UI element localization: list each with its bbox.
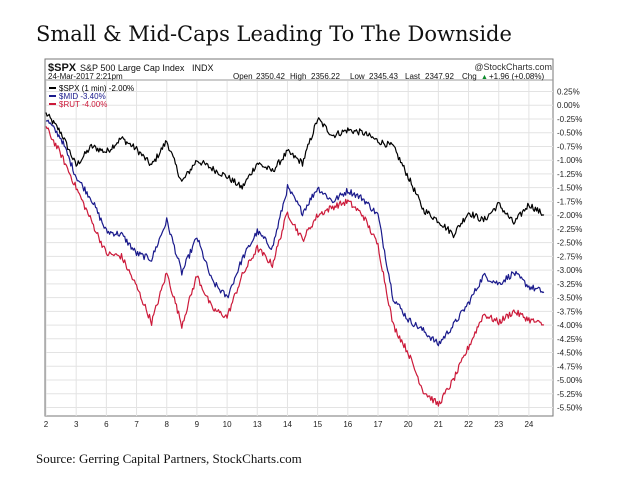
legend-label-rut: $RUT -4.00% [59, 100, 107, 109]
y-tick-label: -4.25% [557, 335, 582, 344]
x-axis-ticks: 2 3 6 7 8 9 10 13 14 15 16 17 20 21 22 23 24 [44, 420, 534, 429]
y-tick-label: -0.25% [557, 115, 582, 124]
chg-up-arrow-icon: ▲ [481, 74, 488, 81]
x-tick-label: 23 [494, 420, 503, 429]
x-tick-label: 3 [74, 420, 79, 429]
x-tick-label: 22 [464, 420, 473, 429]
x-tick-label: 17 [374, 420, 383, 429]
last-label: Last [405, 72, 421, 81]
y-tick-label: -3.75% [557, 307, 582, 316]
source-note: Source: Gerring Capital Partners, StockC… [36, 451, 302, 467]
y-tick-label: -5.25% [557, 390, 582, 399]
y-tick-label: -0.75% [557, 142, 582, 151]
x-tick-label: 14 [283, 420, 292, 429]
high-value: 2356.22 [311, 72, 340, 81]
y-tick-label: -1.00% [557, 156, 582, 165]
x-tick-label: 10 [223, 420, 232, 429]
open-label: Open [233, 72, 253, 81]
y-tick-label: -2.75% [557, 252, 582, 261]
open-value: 2350.42 [256, 72, 285, 81]
high-label: High [290, 72, 306, 81]
y-tick-label: -1.25% [557, 170, 582, 179]
y-tick-label: -4.75% [557, 362, 582, 371]
x-tick-label: 7 [134, 420, 139, 429]
y-tick-label: -5.50% [557, 404, 582, 413]
low-value: 2345.43 [369, 72, 398, 81]
x-tick-label: 13 [253, 420, 262, 429]
y-tick-label: 0.00% [557, 101, 580, 110]
low-label: Low [350, 72, 365, 81]
x-tick-label: 6 [104, 420, 109, 429]
y-tick-label: -2.00% [557, 211, 582, 220]
x-tick-label: 16 [343, 420, 352, 429]
x-tick-label: 2 [44, 420, 49, 429]
x-tick-label: 24 [524, 420, 533, 429]
y-tick-label: -3.25% [557, 280, 582, 289]
x-tick-label: 20 [404, 420, 413, 429]
y-tick-label: -4.00% [557, 321, 582, 330]
y-tick-label: -4.50% [557, 349, 582, 358]
y-tick-label: -3.00% [557, 266, 582, 275]
y-tick-label: -2.25% [557, 225, 582, 234]
y-tick-label: -0.50% [557, 129, 582, 138]
y-tick-label: -1.50% [557, 184, 582, 193]
x-tick-label: 8 [165, 420, 170, 429]
watermark: @StockCharts.com [474, 62, 552, 72]
plot-area-frame [45, 59, 553, 416]
y-tick-label: 0.25% [557, 87, 580, 96]
line-chart: 0.25% 0.00% -0.25% -0.50% -0.75% -1.00% -1.25%… [0, 0, 640, 480]
y-tick-label: -2.50% [557, 239, 582, 248]
chg-value: +1.96 (+0.08%) [489, 72, 544, 81]
y-tick-label: -5.00% [557, 376, 582, 385]
y-tick-label: -3.50% [557, 294, 582, 303]
last-value: 2347.92 [425, 72, 454, 81]
x-tick-label: 15 [313, 420, 322, 429]
y-tick-label: -1.75% [557, 197, 582, 206]
exchange-label: INDX [192, 63, 214, 73]
x-tick-label: 21 [434, 420, 443, 429]
y-axis-ticks: 0.25% 0.00% -0.25% -0.50% -0.75% -1.00% -1.25%… [557, 87, 582, 412]
chg-label: Chg [462, 72, 477, 81]
x-tick-label: 9 [195, 420, 200, 429]
timestamp: 24-Mar-2017 2:21pm [48, 72, 123, 81]
